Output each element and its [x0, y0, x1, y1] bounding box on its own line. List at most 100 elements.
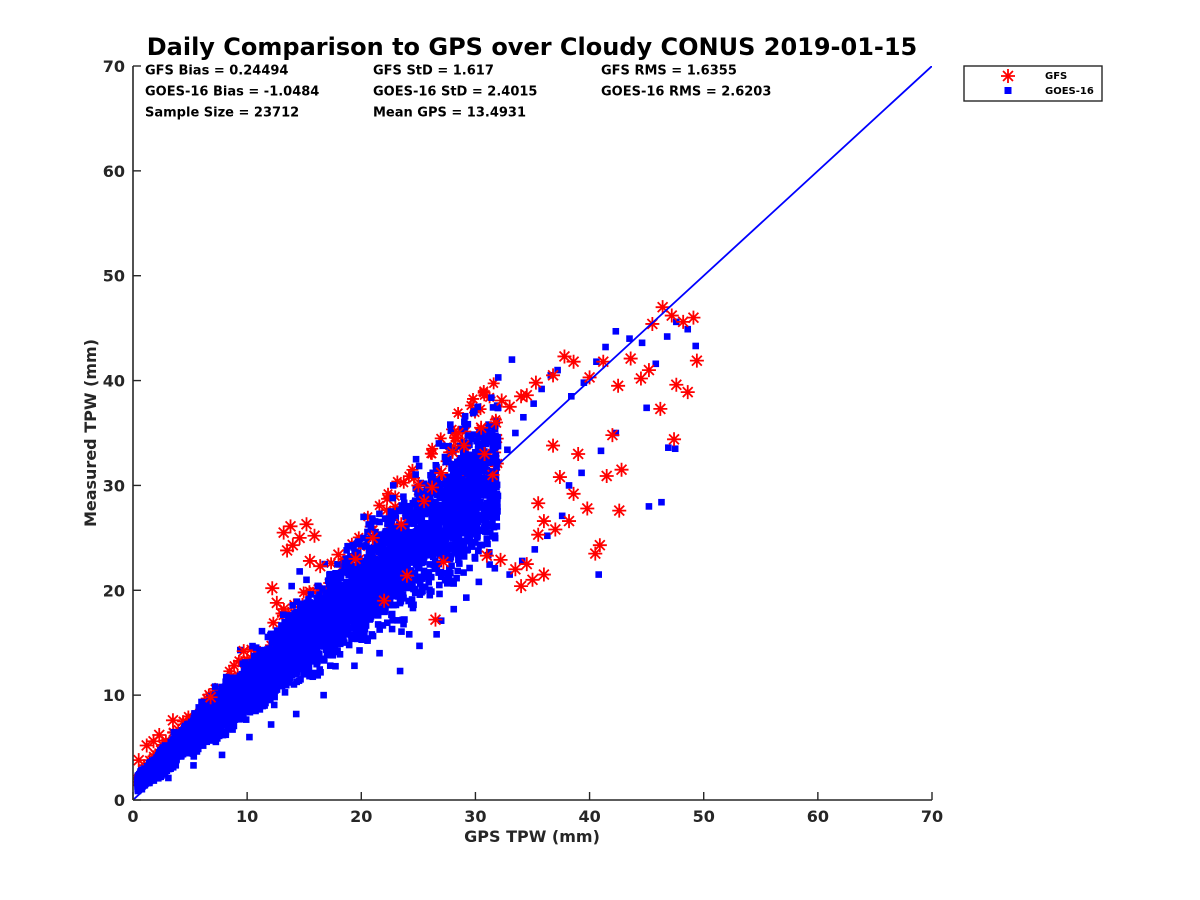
- goes-16-point: [472, 539, 479, 546]
- goes-16-point: [317, 595, 325, 602]
- goes-16-point: [392, 510, 399, 517]
- goes-16-point: [339, 632, 346, 640]
- goes-16-point: [375, 591, 382, 598]
- goes-16-point: [358, 636, 365, 643]
- goes-16-point: [264, 633, 272, 641]
- goes-16-point: [345, 624, 352, 631]
- goes-16-point: [297, 631, 305, 638]
- goes-16-point: [216, 720, 223, 727]
- goes-16-point: [335, 617, 342, 625]
- goes-16-point: [408, 544, 416, 551]
- gfs-point: [182, 710, 195, 723]
- goes-16-point: [436, 590, 443, 598]
- goes-16-point: [460, 518, 467, 526]
- goes-16-point: [264, 646, 271, 653]
- goes-16-point: [431, 557, 439, 565]
- goes-16-point: [199, 742, 207, 749]
- goes-16-point: [283, 634, 291, 642]
- goes-16-point: [323, 651, 331, 659]
- goes-16-point: [246, 707, 253, 715]
- goes-16-point: [331, 571, 339, 578]
- goes-16-point: [473, 534, 481, 541]
- goes-16-point: [467, 517, 474, 525]
- gfs-point: [223, 665, 236, 678]
- goes-16-point: [220, 720, 228, 727]
- goes-16-point: [275, 682, 282, 690]
- goes-16-point: [481, 440, 489, 447]
- goes-16-point: [187, 748, 194, 756]
- goes-16-point: [434, 532, 442, 539]
- goes-16-point: [412, 471, 419, 478]
- goes-16-point: [230, 685, 238, 693]
- goes-16-point: [376, 626, 383, 633]
- goes-16-point: [466, 564, 473, 572]
- plot-area: [133, 300, 704, 795]
- goes-16-point: [375, 531, 382, 539]
- goes-16-point: [326, 571, 333, 579]
- goes-16-point: [454, 513, 461, 521]
- goes-16-point: [303, 617, 310, 625]
- goes-16-point: [409, 499, 417, 507]
- goes-16-point: [439, 442, 446, 450]
- goes-16-point: [376, 572, 383, 580]
- goes-16-point: [494, 496, 501, 503]
- goes-16-point: [405, 597, 412, 605]
- goes-16-point: [400, 558, 408, 565]
- goes-16-point: [360, 534, 367, 542]
- goes-16-point: [400, 499, 408, 507]
- goes-16-point: [492, 432, 499, 440]
- goes-16-point: [480, 467, 487, 475]
- goes-16-point: [378, 598, 385, 606]
- goes-16-point: [396, 599, 404, 607]
- goes-16-point: [244, 684, 252, 692]
- goes-16-point: [404, 584, 411, 592]
- goes-16-point: [447, 427, 455, 434]
- goes-16-point: [358, 560, 366, 568]
- gfs-point: [352, 531, 365, 544]
- goes-16-point: [293, 609, 300, 617]
- goes-16-point: [284, 612, 292, 619]
- goes-16-point: [300, 610, 308, 617]
- gfs-point: [297, 586, 310, 599]
- goes-16-point: [280, 673, 287, 681]
- goes-16-point: [222, 731, 230, 739]
- goes-16-point: [441, 453, 449, 461]
- goes-16-point: [464, 535, 471, 543]
- goes-16-point: [330, 622, 337, 630]
- goes-16-point: [244, 670, 251, 678]
- goes-16-point: [336, 640, 344, 648]
- goes-16-point: [460, 569, 467, 576]
- goes-16-point: [293, 598, 301, 605]
- goes-16-point: [480, 513, 487, 520]
- goes-16-point: [322, 605, 330, 613]
- goes-16-point: [400, 620, 407, 628]
- goes-16-point: [423, 522, 430, 530]
- goes-16-point: [464, 432, 472, 439]
- goes-16-point: [462, 462, 469, 470]
- goes-16-point: [343, 592, 350, 599]
- goes-16-point: [211, 683, 219, 690]
- goes-16-point: [283, 673, 291, 681]
- goes-16-point: [256, 706, 264, 713]
- goes-16-point: [448, 525, 456, 533]
- goes-16-point: [291, 613, 298, 621]
- goes-16-point: [488, 429, 496, 436]
- gfs-point: [447, 440, 460, 453]
- goes-16-point: [473, 522, 481, 530]
- goes-16-point: [436, 522, 443, 529]
- gfs-point: [452, 407, 465, 420]
- goes-16-point: [378, 536, 385, 544]
- gfs-point: [228, 659, 241, 672]
- goes-16-point: [334, 561, 341, 568]
- goes-16-point: [493, 481, 501, 489]
- goes-16-point: [336, 651, 344, 658]
- goes-16-point: [445, 455, 452, 463]
- goes-16-point: [439, 480, 446, 488]
- goes-16-point: [450, 529, 457, 537]
- goes-16-point: [224, 725, 231, 732]
- goes-16-point: [310, 669, 318, 677]
- goes-16-point: [430, 553, 437, 561]
- goes-16-point: [270, 701, 278, 709]
- goes-16-point: [470, 465, 478, 472]
- goes-16-point: [343, 547, 350, 554]
